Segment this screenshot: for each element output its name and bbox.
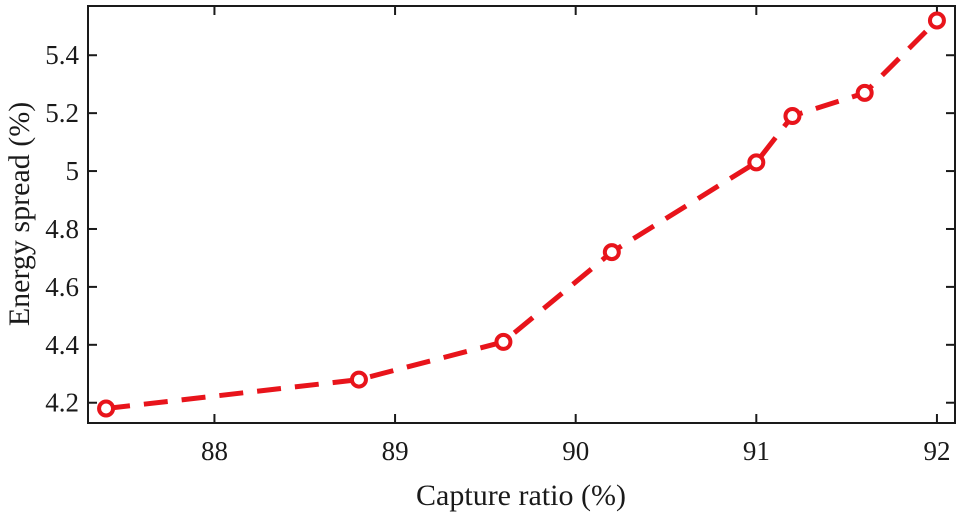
- y-tick-label: 5.2: [45, 98, 79, 128]
- x-tick-label: 91: [743, 436, 770, 466]
- data-point: [349, 370, 368, 389]
- y-tick-label: 4.4: [45, 330, 79, 360]
- y-tick-label: 5.4: [45, 40, 79, 70]
- x-tick-label: 89: [382, 436, 409, 466]
- x-tick-label: 90: [562, 436, 589, 466]
- x-tick-label: 88: [201, 436, 228, 466]
- series-layer: [97, 11, 946, 418]
- data-point: [783, 107, 802, 126]
- data-point: [494, 332, 513, 351]
- plot-frame: [87, 5, 956, 424]
- data-point: [747, 153, 766, 172]
- data-point: [855, 83, 874, 102]
- y-axis-label: Energy spread (%): [3, 102, 36, 326]
- y-tick-label: 4.6: [45, 272, 79, 302]
- y-tick-label: 4.2: [45, 388, 79, 418]
- x-axis-ticks: 88 89 90 91 92: [201, 6, 950, 466]
- data-point: [602, 243, 621, 262]
- data-point: [97, 399, 116, 418]
- y-tick-label: 5: [66, 156, 80, 186]
- y-tick-label: 4.8: [45, 214, 79, 244]
- x-axis-label: Capture ratio (%): [416, 479, 626, 512]
- data-point: [927, 11, 946, 30]
- series-line: [105, 18, 939, 411]
- y-axis-ticks: 4.2 4.4 4.6 4.8 5 5.2 5.4: [45, 40, 955, 418]
- x-tick-label: 92: [923, 436, 950, 466]
